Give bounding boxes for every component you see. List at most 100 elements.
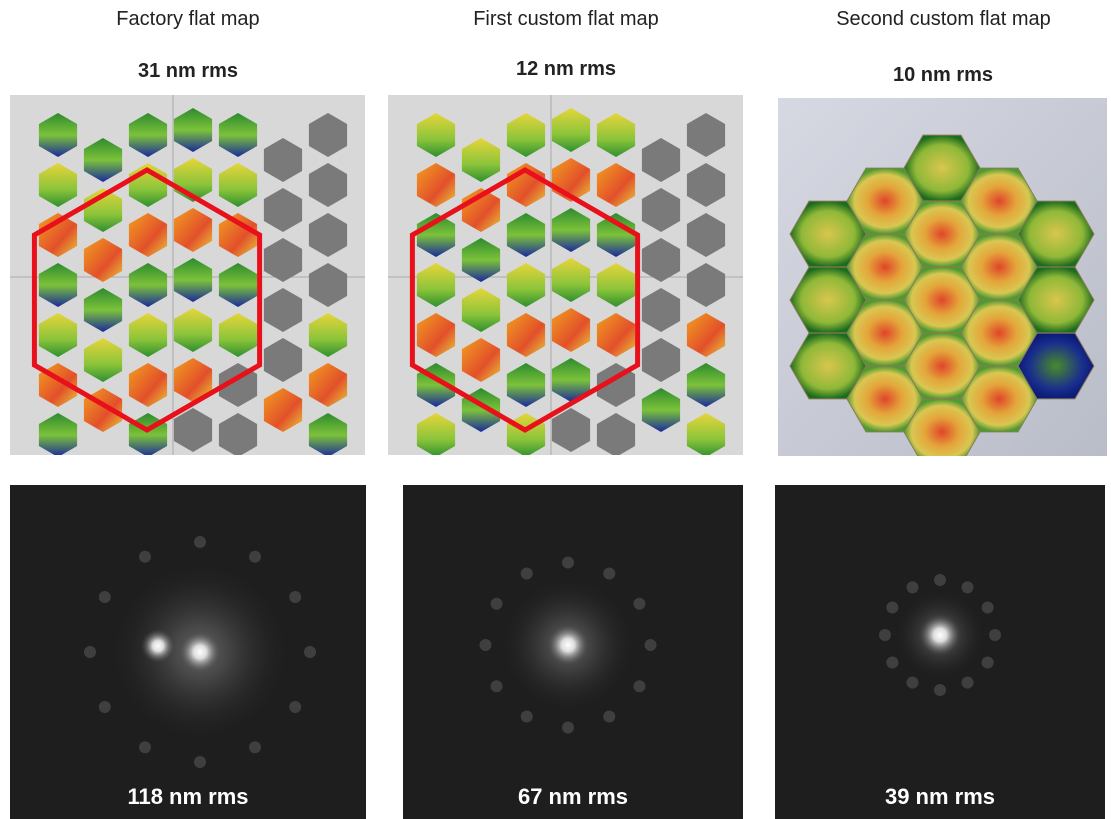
- mirror-segment: [596, 263, 636, 307]
- psf-speckle: [194, 756, 206, 768]
- aperture-outline: [31, 167, 263, 433]
- surface-map: [778, 98, 1107, 456]
- mirror-segment: [506, 363, 546, 407]
- psf-speckle: [633, 597, 646, 610]
- bottom-label: 67 nm rms: [517, 784, 629, 809]
- mirror-segment: [686, 163, 726, 207]
- top-label: 31 nm rms: [137, 60, 239, 82]
- mirror-segment: [416, 263, 456, 307]
- psf-speckle: [886, 656, 899, 669]
- mirror-segment: [551, 108, 591, 152]
- psf-speckle: [886, 601, 899, 614]
- psf-speckle: [989, 629, 1001, 641]
- mirror-segment: [218, 313, 258, 357]
- psf-speckle: [289, 701, 302, 713]
- mirror-segment: [308, 213, 348, 257]
- mirror-segment: [596, 413, 636, 455]
- psf-speckle: [879, 629, 891, 641]
- mirror-segment: [416, 413, 456, 455]
- psf-image: [775, 485, 1105, 819]
- mirror-segment: [641, 138, 681, 182]
- psf-speckle: [644, 639, 657, 651]
- psf-speckle: [304, 646, 316, 658]
- panel-title: Factory flat map: [116, 8, 260, 30]
- aperture-outline: [409, 167, 641, 433]
- mirror-segment: [128, 263, 168, 307]
- psf-core: [546, 623, 590, 667]
- mirror-segment: [128, 313, 168, 357]
- mirror-segment: [128, 213, 168, 257]
- mirror-segment: [218, 263, 258, 307]
- mirror-segment: [686, 213, 726, 257]
- mirror-segment: [308, 113, 348, 157]
- mirror-segment: [596, 163, 636, 207]
- mirror-segment: [263, 288, 303, 332]
- mirror-segment: [218, 413, 258, 455]
- mirror-segment: [641, 288, 681, 332]
- psf-core: [918, 613, 962, 657]
- mirror-segment: [83, 338, 123, 382]
- mirror-segment: [83, 238, 123, 282]
- mirror-segment: [218, 113, 258, 157]
- psf-speckle: [84, 646, 96, 658]
- panel-title: First custom flat map: [473, 8, 659, 30]
- mirror-segment: [308, 313, 348, 357]
- mirror-segment: [641, 338, 681, 382]
- mirror-segment: [551, 258, 591, 302]
- bottom-label: 118 nm rms: [127, 784, 249, 809]
- mirror-segment: [83, 138, 123, 182]
- mirror-segment: [641, 188, 681, 232]
- mirror-segment: [308, 413, 348, 455]
- psf-core: [140, 628, 176, 664]
- mirror-segment: [461, 138, 501, 182]
- top-label: 10 nm rms: [892, 64, 994, 86]
- psf-speckle: [490, 680, 503, 693]
- psf-image: [403, 485, 743, 819]
- psf-speckle: [981, 601, 994, 614]
- psf-speckle: [981, 656, 994, 669]
- mirror-segment: [416, 163, 456, 207]
- psf-speckle: [249, 550, 261, 563]
- mirror-segment: [173, 358, 213, 402]
- mirror-segment: [551, 308, 591, 352]
- mirror-segment: [38, 163, 78, 207]
- psf-speckle: [139, 741, 151, 754]
- bottom-label: 39 nm rms: [884, 784, 996, 809]
- mirror-segment: [551, 408, 591, 452]
- psf-speckle: [906, 676, 919, 689]
- psf-speckle: [961, 581, 974, 594]
- mirror-segment: [263, 188, 303, 232]
- mirror-segment: [173, 258, 213, 302]
- psf-image: [10, 485, 366, 819]
- psf-speckle: [479, 639, 492, 651]
- mirror-segment: [506, 113, 546, 157]
- psf-speckle: [139, 550, 151, 563]
- mirror-segment: [416, 313, 456, 357]
- psf-speckle: [289, 591, 302, 603]
- mirror-segment: [461, 338, 501, 382]
- mirror-segment: [173, 408, 213, 452]
- mirror-segment: [38, 113, 78, 157]
- mirror-segment: [173, 308, 213, 352]
- psf-speckle: [603, 710, 616, 723]
- mirror-segment: [686, 363, 726, 407]
- psf-speckle: [98, 591, 111, 603]
- surface-map: [10, 95, 365, 455]
- top-label: 12 nm rms: [515, 58, 617, 80]
- mirror-segment: [38, 313, 78, 357]
- mirror-segment: [218, 213, 258, 257]
- mirror-segment: [551, 358, 591, 402]
- mirror-segment: [128, 363, 168, 407]
- mirror-segment: [263, 238, 303, 282]
- psf-speckle: [603, 567, 616, 580]
- mirror-segment: [308, 163, 348, 207]
- mirror-segment: [686, 313, 726, 357]
- mirror-segment: [686, 263, 726, 307]
- surface-map: [388, 95, 743, 455]
- mirror-segment: [506, 213, 546, 257]
- mirror-segment: [308, 363, 348, 407]
- mirror-segment: [416, 113, 456, 157]
- mirror-segment: [38, 413, 78, 455]
- mirror-segment: [551, 208, 591, 252]
